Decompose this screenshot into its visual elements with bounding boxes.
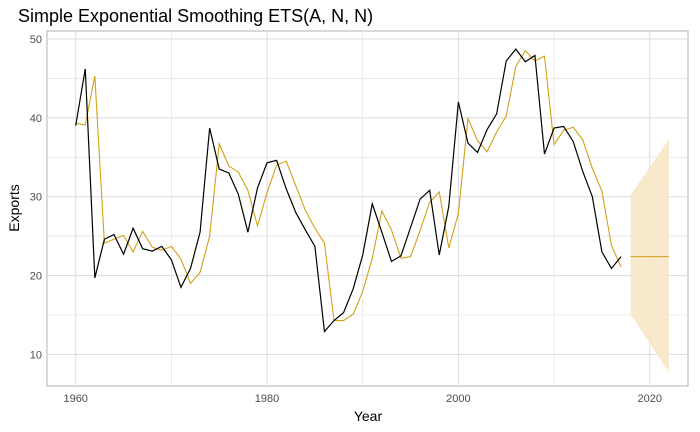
y-tick-label: 10 <box>30 349 42 361</box>
tick-labels: 10 20 30 40 50 1960 1980 2000 2020 <box>30 34 662 405</box>
y-axis-title: Exports <box>6 184 22 231</box>
x-tick-label: 2020 <box>637 393 661 405</box>
fitted-series-line <box>75 49 622 322</box>
x-axis-title: Year <box>354 408 383 424</box>
x-tick-label: 1980 <box>255 393 279 405</box>
y-tick-label: 40 <box>30 113 42 125</box>
y-tick-label: 50 <box>30 34 42 46</box>
chart-title: Simple Exponential Smoothing ETS(A, N, N… <box>18 6 374 26</box>
plot-panel <box>46 30 689 387</box>
x-tick-label: 1960 <box>63 393 87 405</box>
y-tick-label: 20 <box>30 271 42 283</box>
data-lines <box>75 48 669 333</box>
y-tick-label: 30 <box>30 192 42 204</box>
forecast-interval-band <box>630 139 669 373</box>
observed-series-line <box>75 48 622 333</box>
x-tick-label: 2000 <box>446 393 470 405</box>
